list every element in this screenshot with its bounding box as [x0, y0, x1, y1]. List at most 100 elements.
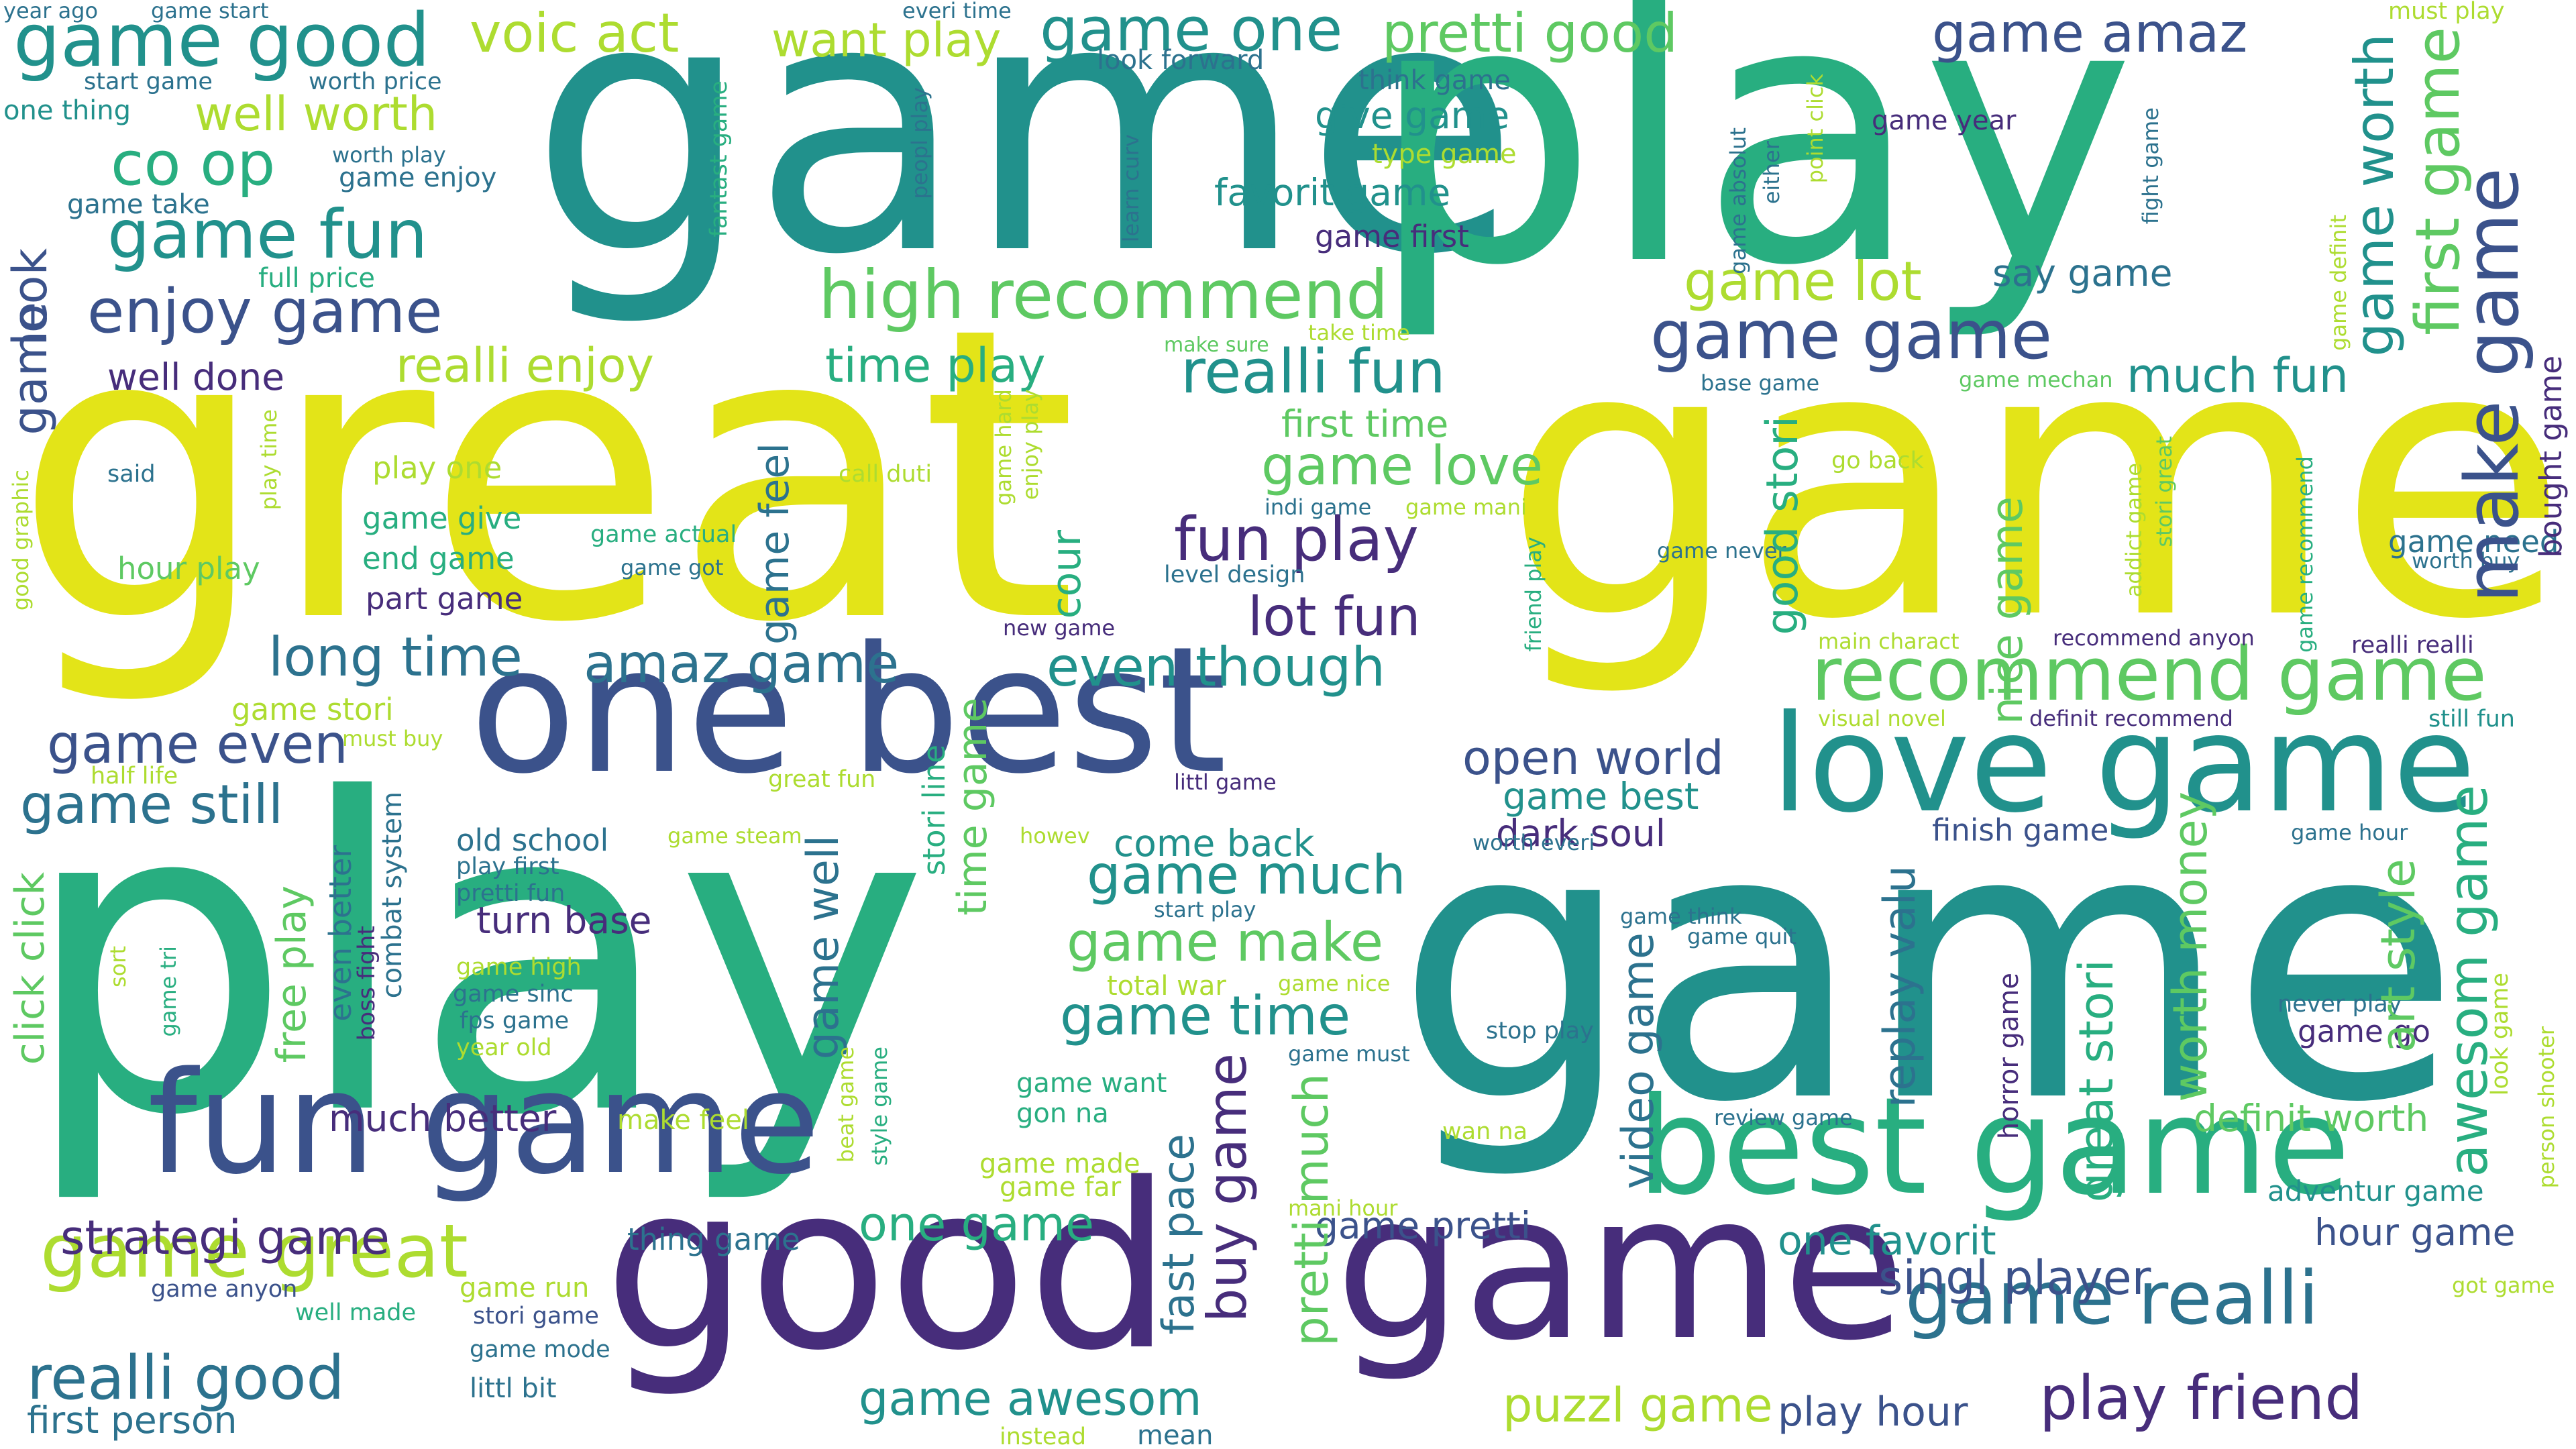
- cloud-word: adventur game: [2267, 1175, 2484, 1208]
- cloud-word: got game: [2452, 1273, 2555, 1298]
- cloud-word: beat game: [833, 1046, 859, 1163]
- cloud-word: game realli: [1905, 1255, 2319, 1341]
- cloud-word: gon na: [1016, 1098, 1109, 1129]
- cloud-word: game think: [1620, 904, 1742, 929]
- cloud-word: howev: [1020, 823, 1090, 849]
- cloud-word: well made: [295, 1299, 417, 1326]
- cloud-word: play time: [256, 409, 282, 511]
- cloud-word: play: [1368, 0, 2136, 345]
- cloud-word: game time: [1060, 985, 1351, 1047]
- cloud-word: great stori: [2069, 959, 2124, 1203]
- cloud-word: strategi game: [60, 1210, 390, 1265]
- cloud-word: game: [3, 302, 58, 435]
- cloud-word: style game: [867, 1046, 892, 1166]
- cloud-word: singl player: [1878, 1250, 2151, 1305]
- cloud-word: much fun: [2127, 348, 2349, 403]
- cloud-word: new game: [1003, 615, 1116, 641]
- cloud-word: game make: [1067, 911, 1384, 973]
- cloud-word: think game: [1358, 65, 1511, 96]
- cloud-word: long time: [268, 626, 523, 688]
- cloud-word: total war: [1107, 971, 1226, 1002]
- cloud-word: worth buy: [2412, 548, 2520, 574]
- cloud-word: even though: [1046, 636, 1386, 698]
- cloud-word: learn curv: [1118, 134, 1144, 243]
- cloud-word: game nice: [1278, 971, 1391, 996]
- cloud-word: game recommend: [2292, 456, 2318, 653]
- cloud-word: game take: [67, 189, 210, 220]
- cloud-word: game: [1395, 747, 2461, 1185]
- cloud-word: game far: [1000, 1172, 1122, 1203]
- cloud-word: game run: [460, 1273, 590, 1303]
- cloud-word: nice game: [1982, 496, 2033, 725]
- cloud-word: bought game: [2533, 356, 2569, 558]
- cloud-word: game mode: [470, 1336, 610, 1363]
- cloud-word: old school: [456, 822, 609, 858]
- cloud-word: play hour: [1778, 1389, 1968, 1436]
- cloud-word: make sure: [1164, 333, 1269, 357]
- cloud-word: puzzl game: [1503, 1378, 1773, 1433]
- cloud-word: game want: [1016, 1068, 1167, 1099]
- cloud-word: dark soul: [1496, 812, 1666, 855]
- cloud-word: click click: [7, 872, 54, 1065]
- cloud-word: friend play: [1521, 537, 1546, 652]
- cloud-word: game love: [1261, 435, 1544, 497]
- cloud-word: game great: [40, 1208, 468, 1294]
- cloud-word: mani hour: [1288, 1195, 1398, 1221]
- cloud-word: definit worth: [2194, 1097, 2429, 1140]
- cloud-word: must buy: [342, 726, 443, 751]
- cloud-word: fps game: [460, 1008, 570, 1034]
- cloud-word: littl game: [1174, 769, 1277, 795]
- cloud-word: fight game: [2138, 107, 2163, 225]
- cloud-word: play: [20, 709, 929, 1209]
- cloud-word: review game: [1714, 1105, 1853, 1130]
- cloud-word: pretti fun: [456, 880, 566, 907]
- cloud-word: say game: [1992, 252, 2173, 294]
- cloud-word: game feel: [751, 443, 798, 645]
- cloud-word: said: [107, 461, 156, 488]
- cloud-word: pretti much: [1284, 1073, 1339, 1346]
- cloud-word: stori game: [473, 1303, 599, 1330]
- cloud-word: stori great: [2151, 436, 2177, 547]
- cloud-word: first time: [1281, 402, 1449, 445]
- cloud-word: take time: [1308, 320, 1410, 345]
- cloud-word: time game: [949, 698, 996, 916]
- cloud-word: finish game: [1932, 812, 2109, 848]
- cloud-word: horror game: [1994, 973, 2025, 1140]
- cloud-word: level design: [1164, 561, 1305, 588]
- cloud-word: game enjoy: [339, 162, 497, 193]
- cloud-word: game: [1503, 264, 2569, 702]
- cloud-word: game quit: [1687, 924, 1796, 949]
- cloud-word: realli realli: [2351, 632, 2474, 659]
- cloud-word: instead: [1000, 1424, 1087, 1449]
- cloud-word: game high: [456, 954, 582, 981]
- cloud-word: replay valu: [1875, 865, 1925, 1108]
- cloud-word: littl bit: [470, 1373, 557, 1404]
- cloud-word: realli enjoy: [396, 338, 654, 393]
- cloud-word: co op: [111, 129, 276, 199]
- cloud-word: play friend: [2039, 1363, 2363, 1434]
- cloud-word: game hard: [991, 389, 1016, 506]
- cloud-word: either: [1759, 141, 1784, 205]
- cloud-word: boss fight: [354, 926, 380, 1041]
- cloud-word: game absolut: [1725, 127, 1751, 274]
- cloud-word: everi time: [902, 0, 1012, 23]
- cloud-word: play one: [372, 450, 502, 486]
- cloud-word: turn base: [476, 899, 652, 942]
- cloud-word: first game: [2403, 27, 2473, 335]
- cloud-word: fun game: [148, 1041, 820, 1205]
- cloud-word: start play: [1154, 897, 1256, 922]
- cloud-word: game game: [1650, 296, 2053, 374]
- cloud-word: game one: [1040, 0, 1343, 65]
- cloud-word: game pretti: [1315, 1204, 1532, 1247]
- cloud-word: start game: [84, 68, 213, 95]
- cloud-word: well done: [107, 356, 285, 398]
- cloud-word: love game: [1771, 686, 2476, 843]
- cloud-word: game start: [151, 0, 269, 23]
- cloud-word: game sinc: [453, 981, 574, 1008]
- cloud-word: game lot: [1684, 250, 1922, 313]
- cloud-word: worth price: [309, 68, 442, 95]
- cloud-word: voic act: [470, 2, 680, 64]
- cloud-word: never play: [2277, 991, 2402, 1018]
- cloud-word: game made: [979, 1148, 1140, 1179]
- cloud-word: call duti: [839, 461, 932, 488]
